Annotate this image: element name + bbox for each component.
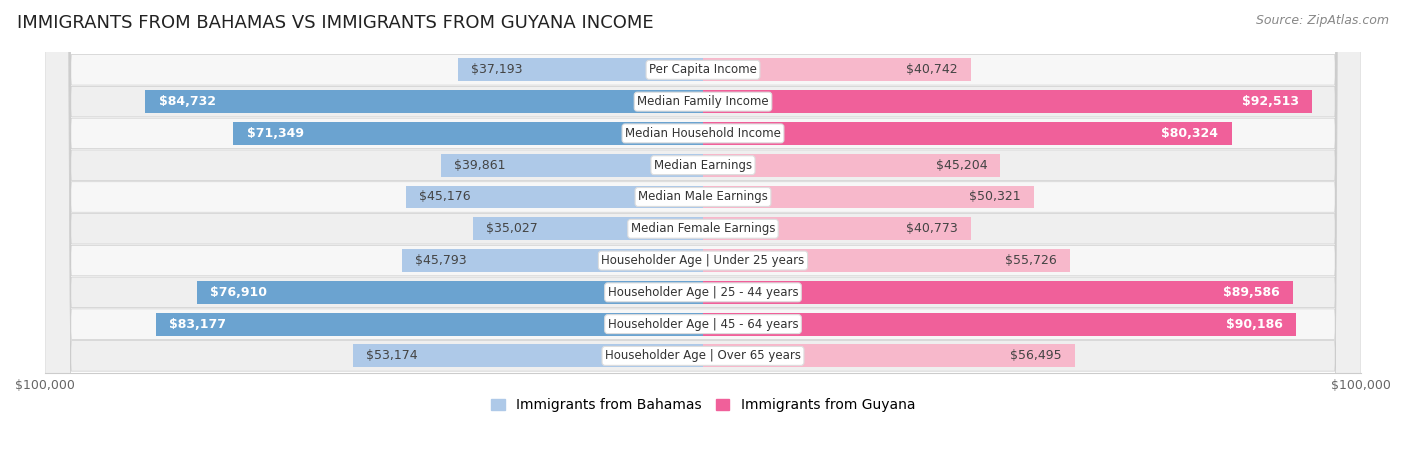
Bar	[703, 313, 1296, 336]
Bar	[703, 345, 1074, 368]
Text: Householder Age | Over 65 years: Householder Age | Over 65 years	[605, 349, 801, 362]
Bar	[703, 217, 972, 240]
Bar	[472, 217, 703, 240]
Bar	[703, 154, 1001, 177]
Bar	[703, 58, 972, 81]
Bar	[353, 345, 703, 368]
Bar	[197, 281, 703, 304]
Bar	[703, 185, 1035, 208]
FancyBboxPatch shape	[45, 0, 1361, 467]
Text: Median Earnings: Median Earnings	[654, 159, 752, 172]
Text: $40,773: $40,773	[907, 222, 957, 235]
Text: Median Female Earnings: Median Female Earnings	[631, 222, 775, 235]
Text: $71,349: $71,349	[246, 127, 304, 140]
Text: Householder Age | 25 - 44 years: Householder Age | 25 - 44 years	[607, 286, 799, 299]
Text: $45,793: $45,793	[415, 254, 467, 267]
Text: $84,732: $84,732	[159, 95, 215, 108]
Text: Householder Age | Under 25 years: Householder Age | Under 25 years	[602, 254, 804, 267]
Text: Source: ZipAtlas.com: Source: ZipAtlas.com	[1256, 14, 1389, 27]
Text: $40,742: $40,742	[907, 64, 957, 76]
Text: Median Male Earnings: Median Male Earnings	[638, 191, 768, 204]
Text: IMMIGRANTS FROM BAHAMAS VS IMMIGRANTS FROM GUYANA INCOME: IMMIGRANTS FROM BAHAMAS VS IMMIGRANTS FR…	[17, 14, 654, 32]
FancyBboxPatch shape	[45, 0, 1361, 467]
Text: Per Capita Income: Per Capita Income	[650, 64, 756, 76]
Text: $92,513: $92,513	[1241, 95, 1299, 108]
Text: $53,174: $53,174	[366, 349, 418, 362]
Bar	[703, 122, 1232, 145]
Bar	[703, 249, 1070, 272]
Bar	[233, 122, 703, 145]
FancyBboxPatch shape	[45, 0, 1361, 467]
FancyBboxPatch shape	[45, 0, 1361, 467]
Bar	[440, 154, 703, 177]
Text: $89,586: $89,586	[1223, 286, 1279, 299]
Text: $50,321: $50,321	[969, 191, 1021, 204]
Text: $83,177: $83,177	[169, 318, 226, 331]
Bar	[703, 281, 1292, 304]
Bar	[156, 313, 703, 336]
Text: $37,193: $37,193	[471, 64, 523, 76]
FancyBboxPatch shape	[45, 0, 1361, 467]
Bar	[402, 249, 703, 272]
Text: $90,186: $90,186	[1226, 318, 1284, 331]
Text: $45,204: $45,204	[935, 159, 987, 172]
Bar	[145, 90, 703, 113]
Text: $76,910: $76,910	[209, 286, 267, 299]
Text: $35,027: $35,027	[485, 222, 537, 235]
Text: $39,861: $39,861	[454, 159, 505, 172]
FancyBboxPatch shape	[45, 0, 1361, 467]
Text: $45,176: $45,176	[419, 191, 471, 204]
FancyBboxPatch shape	[45, 0, 1361, 467]
Text: Householder Age | 45 - 64 years: Householder Age | 45 - 64 years	[607, 318, 799, 331]
Bar	[703, 90, 1312, 113]
Text: $55,726: $55,726	[1005, 254, 1056, 267]
Bar	[406, 185, 703, 208]
Text: Median Household Income: Median Household Income	[626, 127, 780, 140]
Bar	[458, 58, 703, 81]
FancyBboxPatch shape	[45, 0, 1361, 467]
FancyBboxPatch shape	[45, 0, 1361, 467]
Text: $80,324: $80,324	[1161, 127, 1219, 140]
Text: Median Family Income: Median Family Income	[637, 95, 769, 108]
FancyBboxPatch shape	[45, 0, 1361, 467]
Legend: Immigrants from Bahamas, Immigrants from Guyana: Immigrants from Bahamas, Immigrants from…	[485, 393, 921, 418]
Text: $56,495: $56,495	[1010, 349, 1062, 362]
